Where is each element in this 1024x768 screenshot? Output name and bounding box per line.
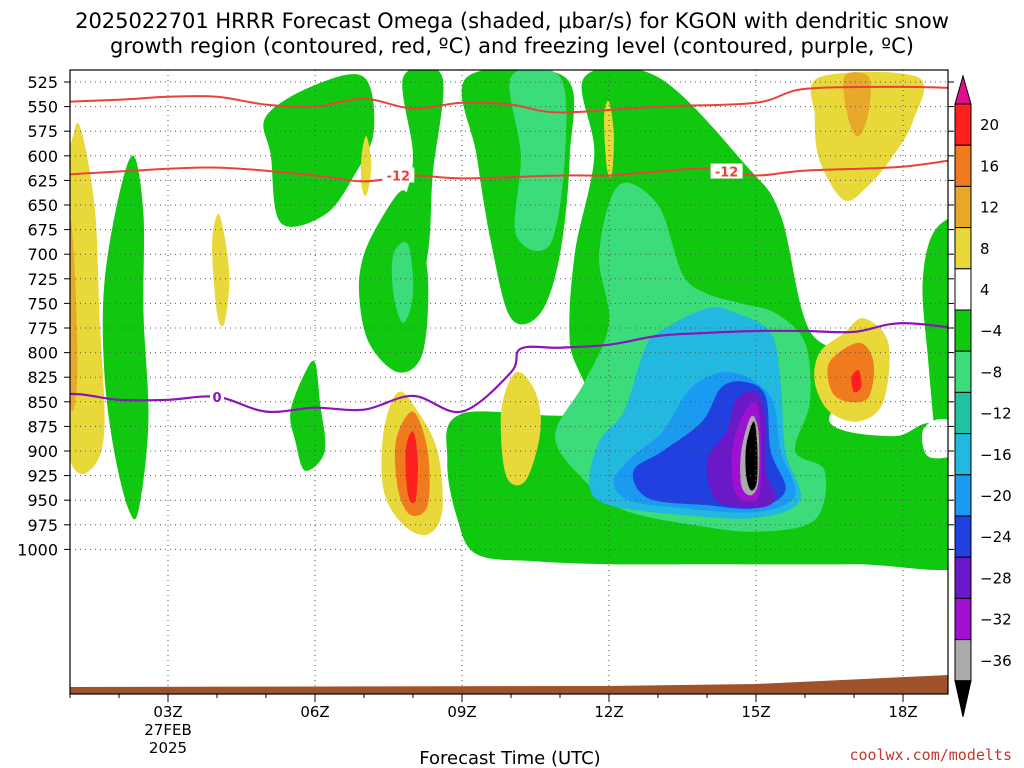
dgz-contour-label: -12 — [387, 169, 411, 184]
omega-region-26 — [405, 431, 418, 504]
y-tick-label: 900 — [27, 442, 58, 461]
shaded-field — [70, 70, 948, 571]
colorbar-swatch-1 — [954, 144, 972, 187]
y-tick-label: 600 — [27, 147, 58, 166]
colorbar-swatch-7 — [954, 391, 972, 435]
colorbar-arrow-top — [954, 74, 972, 105]
colorbar-label-5: −4 — [980, 322, 1002, 340]
y-tick-label: 750 — [27, 294, 58, 313]
y-tick-label: 575 — [27, 122, 58, 141]
omega-region-2 — [263, 74, 375, 227]
ground-terrain — [70, 675, 948, 694]
colorbar-label-0: 20 — [980, 116, 999, 134]
omega-region-7 — [290, 360, 326, 471]
y-tick-label: 675 — [27, 221, 58, 240]
dgz-contour-label: -12 — [715, 166, 739, 181]
omega-region-23 — [500, 371, 541, 486]
y-tick-label: 550 — [27, 98, 58, 117]
omega-region-22 — [604, 100, 614, 178]
omega-region-17 — [745, 421, 758, 491]
y-tick-label: 625 — [27, 171, 58, 190]
omega-region-32 — [922, 419, 948, 459]
colorbar-label-9: −20 — [980, 487, 1012, 505]
omega-region-30 — [827, 342, 875, 403]
chart-title-line1: 2025022701 HRRR Forecast Omega (shaded, … — [75, 9, 949, 33]
colorbar-label-8: −16 — [980, 446, 1012, 464]
axis-ticks: 525 550 575 600 625 650 675 700 725 750 775 800 825 8… — [17, 73, 954, 757]
credit-link[interactable]: coolwx.com/modelts — [849, 746, 1012, 764]
dgz-label-bg-0-0 — [382, 167, 415, 183]
colorbar-swatch-5 — [954, 309, 972, 352]
colorbar-swatch-3 — [954, 227, 972, 270]
y-tick-label: 975 — [27, 516, 58, 535]
grid-lines — [70, 70, 948, 694]
dgz-contour-1 — [70, 85, 948, 114]
x-tick-label: 03Z — [153, 703, 182, 721]
y-tick-label: 525 — [27, 73, 58, 92]
x-tick-date: 27FEB — [144, 721, 191, 739]
colorbar-label-7: −12 — [980, 405, 1012, 423]
dgz-label-bg-0-1 — [710, 163, 743, 179]
omega-region-31 — [851, 369, 862, 393]
y-tick-label: 875 — [27, 417, 58, 436]
x-tick-label: 09Z — [447, 703, 476, 721]
colorbar-swatch-11 — [954, 556, 972, 599]
colorbar-arrow-bottom — [954, 680, 972, 717]
colorbar-label-11: −28 — [980, 569, 1012, 587]
colorbar-swatch-8 — [954, 433, 972, 476]
x-tick-label: 06Z — [300, 703, 329, 721]
colorbar-swatch-13 — [954, 639, 972, 682]
omega-region-5 — [102, 155, 149, 520]
x-tick-label: 12Z — [594, 703, 623, 721]
chart-title-line2: growth region (contoured, red, ºC) and f… — [110, 34, 914, 58]
colorbar-swatch-4 — [954, 268, 972, 311]
y-tick-label: 1000 — [17, 540, 58, 559]
colorbar-label-12: −32 — [980, 611, 1012, 629]
y-tick-label: 650 — [27, 196, 58, 215]
x-tick-label: 15Z — [741, 703, 770, 721]
omega-region-10 — [391, 241, 414, 324]
freezing-label-bg — [210, 388, 224, 404]
freezing-contour-label: 0 — [212, 391, 221, 406]
colorbar-swatch-6 — [954, 350, 972, 393]
colorbar-swatch-10 — [954, 515, 972, 558]
omega-region-9 — [509, 70, 567, 251]
colorbar-label-3: 8 — [980, 240, 990, 258]
y-tick-label: 825 — [27, 368, 58, 387]
x-tick-label: 18Z — [888, 703, 917, 721]
y-tick-label: 700 — [27, 245, 58, 264]
omega-region-20 — [212, 213, 230, 327]
freezing-level-contour — [70, 321, 948, 414]
x-axis-label: Forecast Time (UTC) — [419, 748, 600, 768]
omega-region-18 — [70, 122, 105, 475]
colorbar-label-2: 12 — [980, 199, 999, 217]
colorbar-label-6: −8 — [980, 363, 1002, 381]
y-tick-label: 925 — [27, 467, 58, 486]
omega-region-19 — [70, 214, 78, 412]
colorbar: 20 16 12 8 4 −4 −8 −12 −16 −20 −24 −28 −32 −36 — [954, 74, 1012, 717]
y-tick-label: 775 — [27, 319, 58, 338]
x-tick-year: 2025 — [149, 739, 187, 757]
colorbar-label-13: −36 — [980, 652, 1012, 670]
y-tick-label: 850 — [27, 393, 58, 412]
colorbar-label-1: 16 — [980, 157, 999, 175]
colorbar-swatch-0 — [954, 103, 972, 146]
colorbar-swatch-2 — [954, 185, 972, 229]
omega-region-28 — [843, 72, 871, 137]
y-tick-label: 950 — [27, 491, 58, 510]
plot-area: -12 -12 0 — [69, 69, 949, 695]
y-tick-label: 800 — [27, 344, 58, 363]
colorbar-swatch-9 — [954, 474, 972, 517]
colorbar-label-4: 4 — [980, 281, 990, 299]
colorbar-label-10: −24 — [980, 528, 1012, 546]
y-tick-label: 725 — [27, 270, 58, 289]
colorbar-swatch-12 — [954, 597, 972, 641]
dgz-contour-0 — [70, 159, 948, 183]
plot-frame — [69, 69, 949, 695]
